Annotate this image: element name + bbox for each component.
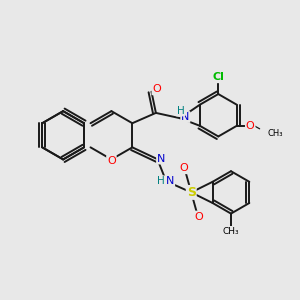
Text: H: H xyxy=(177,106,184,116)
Text: Cl: Cl xyxy=(212,72,224,82)
Text: H: H xyxy=(157,176,165,186)
Text: N: N xyxy=(166,176,174,186)
Text: O: O xyxy=(179,163,188,173)
Text: O: O xyxy=(194,212,203,221)
Text: CH₃: CH₃ xyxy=(267,129,283,138)
Text: CH₃: CH₃ xyxy=(223,227,239,236)
Text: N: N xyxy=(157,154,165,164)
Text: O: O xyxy=(152,84,161,94)
Text: S: S xyxy=(187,186,196,199)
Text: N: N xyxy=(181,112,190,122)
Text: O: O xyxy=(246,121,255,131)
Text: O: O xyxy=(107,156,116,166)
